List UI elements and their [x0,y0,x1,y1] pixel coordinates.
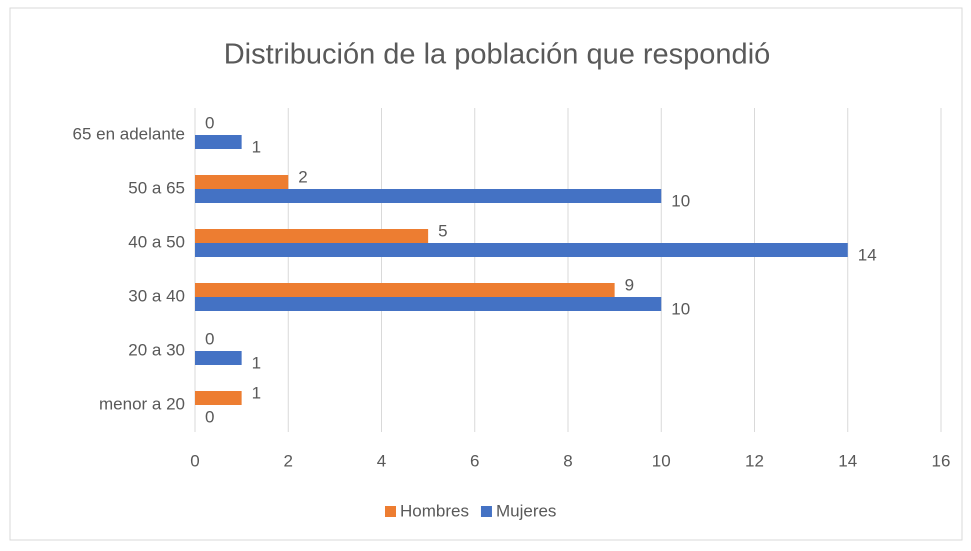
x-tick-label: 8 [563,451,572,470]
y-tick-label: 40 a 50 [128,232,185,251]
data-label: 1 [252,353,261,372]
x-tick-label: 14 [838,451,857,470]
bar [195,297,662,311]
data-label: 5 [438,221,447,240]
data-label: 0 [205,329,214,348]
x-tick-label: 12 [745,451,764,470]
bar [195,175,289,189]
legend-swatch [385,506,396,517]
data-label: 1 [252,137,261,156]
y-tick-label: 65 en adelante [73,124,186,143]
bar [195,135,242,149]
legend-label: Mujeres [496,501,556,520]
bar [195,391,242,405]
legend-swatch [480,506,492,517]
chart-border [9,7,963,541]
chart-title: Distribución de la población que respond… [224,39,771,71]
data-label: 1 [252,383,261,402]
data-label: 10 [671,299,690,318]
bar [195,283,615,297]
x-tick-label: 4 [377,451,386,470]
data-label: 2 [298,167,307,186]
bar [195,351,242,365]
x-tick-label: 2 [284,451,293,470]
x-tick-label: 6 [470,451,479,470]
data-label: 0 [205,407,214,426]
y-tick-label: 30 a 40 [128,286,185,305]
bar [195,229,429,243]
data-label: 0 [205,113,214,132]
data-label: 10 [671,191,690,210]
data-label: 14 [858,245,877,264]
bar [195,243,848,257]
y-tick-label: 50 a 65 [128,178,185,197]
y-tick-label: menor a 20 [99,394,185,413]
data-label: 9 [625,275,634,294]
x-tick-label: 0 [190,451,199,470]
x-tick-label: 16 [932,451,951,470]
x-tick-label: 10 [652,451,671,470]
y-tick-label: 20 a 30 [128,340,185,359]
bar [195,189,662,203]
legend-label: Hombres [400,501,469,520]
